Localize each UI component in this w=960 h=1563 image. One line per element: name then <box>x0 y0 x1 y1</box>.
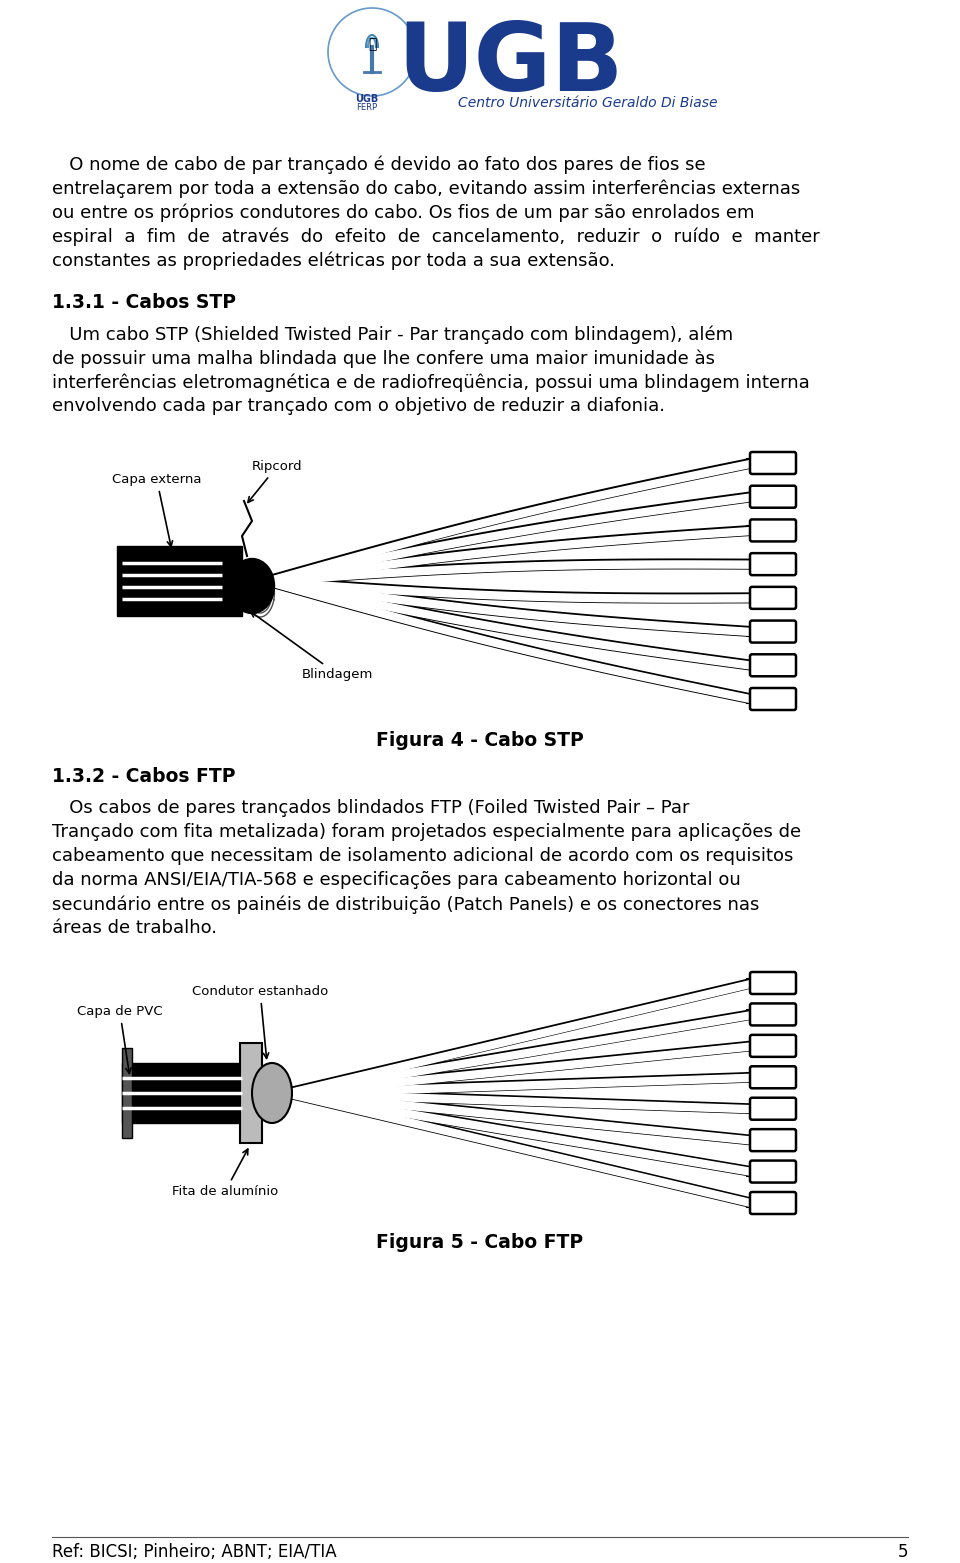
Text: ou entre os próprios condutores do cabo. Os fios de um par são enrolados em: ou entre os próprios condutores do cabo.… <box>52 203 755 222</box>
FancyBboxPatch shape <box>122 1063 247 1122</box>
FancyBboxPatch shape <box>750 586 796 610</box>
FancyBboxPatch shape <box>750 1097 796 1119</box>
Text: entrelaçarem por toda a extensão do cabo, evitando assim interferências externas: entrelaçarem por toda a extensão do cabo… <box>52 180 801 197</box>
Text: Figura 4 - Cabo STP: Figura 4 - Cabo STP <box>376 731 584 750</box>
FancyBboxPatch shape <box>750 1066 796 1088</box>
FancyBboxPatch shape <box>750 972 796 994</box>
FancyBboxPatch shape <box>750 452 796 474</box>
FancyBboxPatch shape <box>750 655 796 677</box>
FancyBboxPatch shape <box>750 1003 796 1025</box>
Text: áreas de trabalho.: áreas de trabalho. <box>52 919 217 936</box>
FancyBboxPatch shape <box>750 1193 796 1214</box>
Text: 1.3.2 - Cabos FTP: 1.3.2 - Cabos FTP <box>52 767 235 786</box>
FancyBboxPatch shape <box>750 621 796 642</box>
Text: O nome de cabo de par trançado é devido ao fato dos pares de fios se: O nome de cabo de par trançado é devido … <box>52 155 706 173</box>
FancyBboxPatch shape <box>750 519 796 541</box>
FancyBboxPatch shape <box>240 1043 262 1143</box>
Text: Figura 5 - Cabo FTP: Figura 5 - Cabo FTP <box>376 1233 584 1252</box>
Text: 🔥: 🔥 <box>368 38 376 52</box>
FancyBboxPatch shape <box>750 688 796 710</box>
Text: Capa externa: Capa externa <box>112 474 202 547</box>
Text: espiral  a  fim  de  através  do  efeito  de  cancelamento,  reduzir  o  ruído  : espiral a fim de através do efeito de ca… <box>52 227 820 245</box>
Text: Ref: BICSI; Pinheiro; ABNT; EIA/TIA: Ref: BICSI; Pinheiro; ABNT; EIA/TIA <box>52 1543 337 1561</box>
Text: Trançado com fita metalizada) foram projetados especialmente para aplicações de: Trançado com fita metalizada) foram proj… <box>52 824 802 841</box>
Text: 5: 5 <box>898 1543 908 1561</box>
Text: secundário entre os painéis de distribuição (Patch Panels) e os conectores nas: secundário entre os painéis de distribui… <box>52 896 759 913</box>
Text: Blindagem: Blindagem <box>251 611 373 681</box>
Text: constantes as propriedades elétricas por toda a sua extensão.: constantes as propriedades elétricas por… <box>52 252 615 269</box>
Text: interferências eletromagnética e de radiofreqüência, possui uma blindagem intern: interferências eletromagnética e de radi… <box>52 374 809 391</box>
Text: Centro Universitário Geraldo Di Biase: Centro Universitário Geraldo Di Biase <box>458 95 717 109</box>
Text: Condutor estanhado: Condutor estanhado <box>192 985 328 1058</box>
Ellipse shape <box>229 558 275 614</box>
FancyBboxPatch shape <box>750 486 796 508</box>
Text: Fita de alumínio: Fita de alumínio <box>172 1149 278 1197</box>
Text: Capa de PVC: Capa de PVC <box>77 1005 162 1074</box>
Text: Os cabos de pares trançados blindados FTP (Foiled Twisted Pair – Par: Os cabos de pares trançados blindados FT… <box>52 799 689 817</box>
Text: Um cabo STP (Shielded Twisted Pair - Par trançado com blindagem), além: Um cabo STP (Shielded Twisted Pair - Par… <box>52 325 733 344</box>
Text: UGB: UGB <box>396 19 623 111</box>
Text: 1.3.1 - Cabos STP: 1.3.1 - Cabos STP <box>52 292 236 313</box>
Ellipse shape <box>252 1063 292 1122</box>
Text: Ripcord: Ripcord <box>248 460 302 502</box>
FancyBboxPatch shape <box>750 1128 796 1150</box>
Text: de possuir uma malha blindada que lhe confere uma maior imunidade às: de possuir uma malha blindada que lhe co… <box>52 349 715 367</box>
FancyBboxPatch shape <box>122 1049 132 1138</box>
FancyBboxPatch shape <box>750 1161 796 1183</box>
Text: envolvendo cada par trançado com o objetivo de reduzir a diafonia.: envolvendo cada par trançado com o objet… <box>52 397 665 416</box>
FancyBboxPatch shape <box>750 1035 796 1057</box>
Text: da norma ANSI/EIA/TIA-568 e especificações para cabeamento horizontal ou: da norma ANSI/EIA/TIA-568 e especificaçõ… <box>52 871 741 889</box>
FancyBboxPatch shape <box>750 553 796 575</box>
Text: cabeamento que necessitam de isolamento adicional de acordo com os requisitos: cabeamento que necessitam de isolamento … <box>52 847 793 864</box>
Text: UGB: UGB <box>355 94 378 105</box>
FancyBboxPatch shape <box>117 545 242 616</box>
Text: FERP: FERP <box>356 103 377 113</box>
